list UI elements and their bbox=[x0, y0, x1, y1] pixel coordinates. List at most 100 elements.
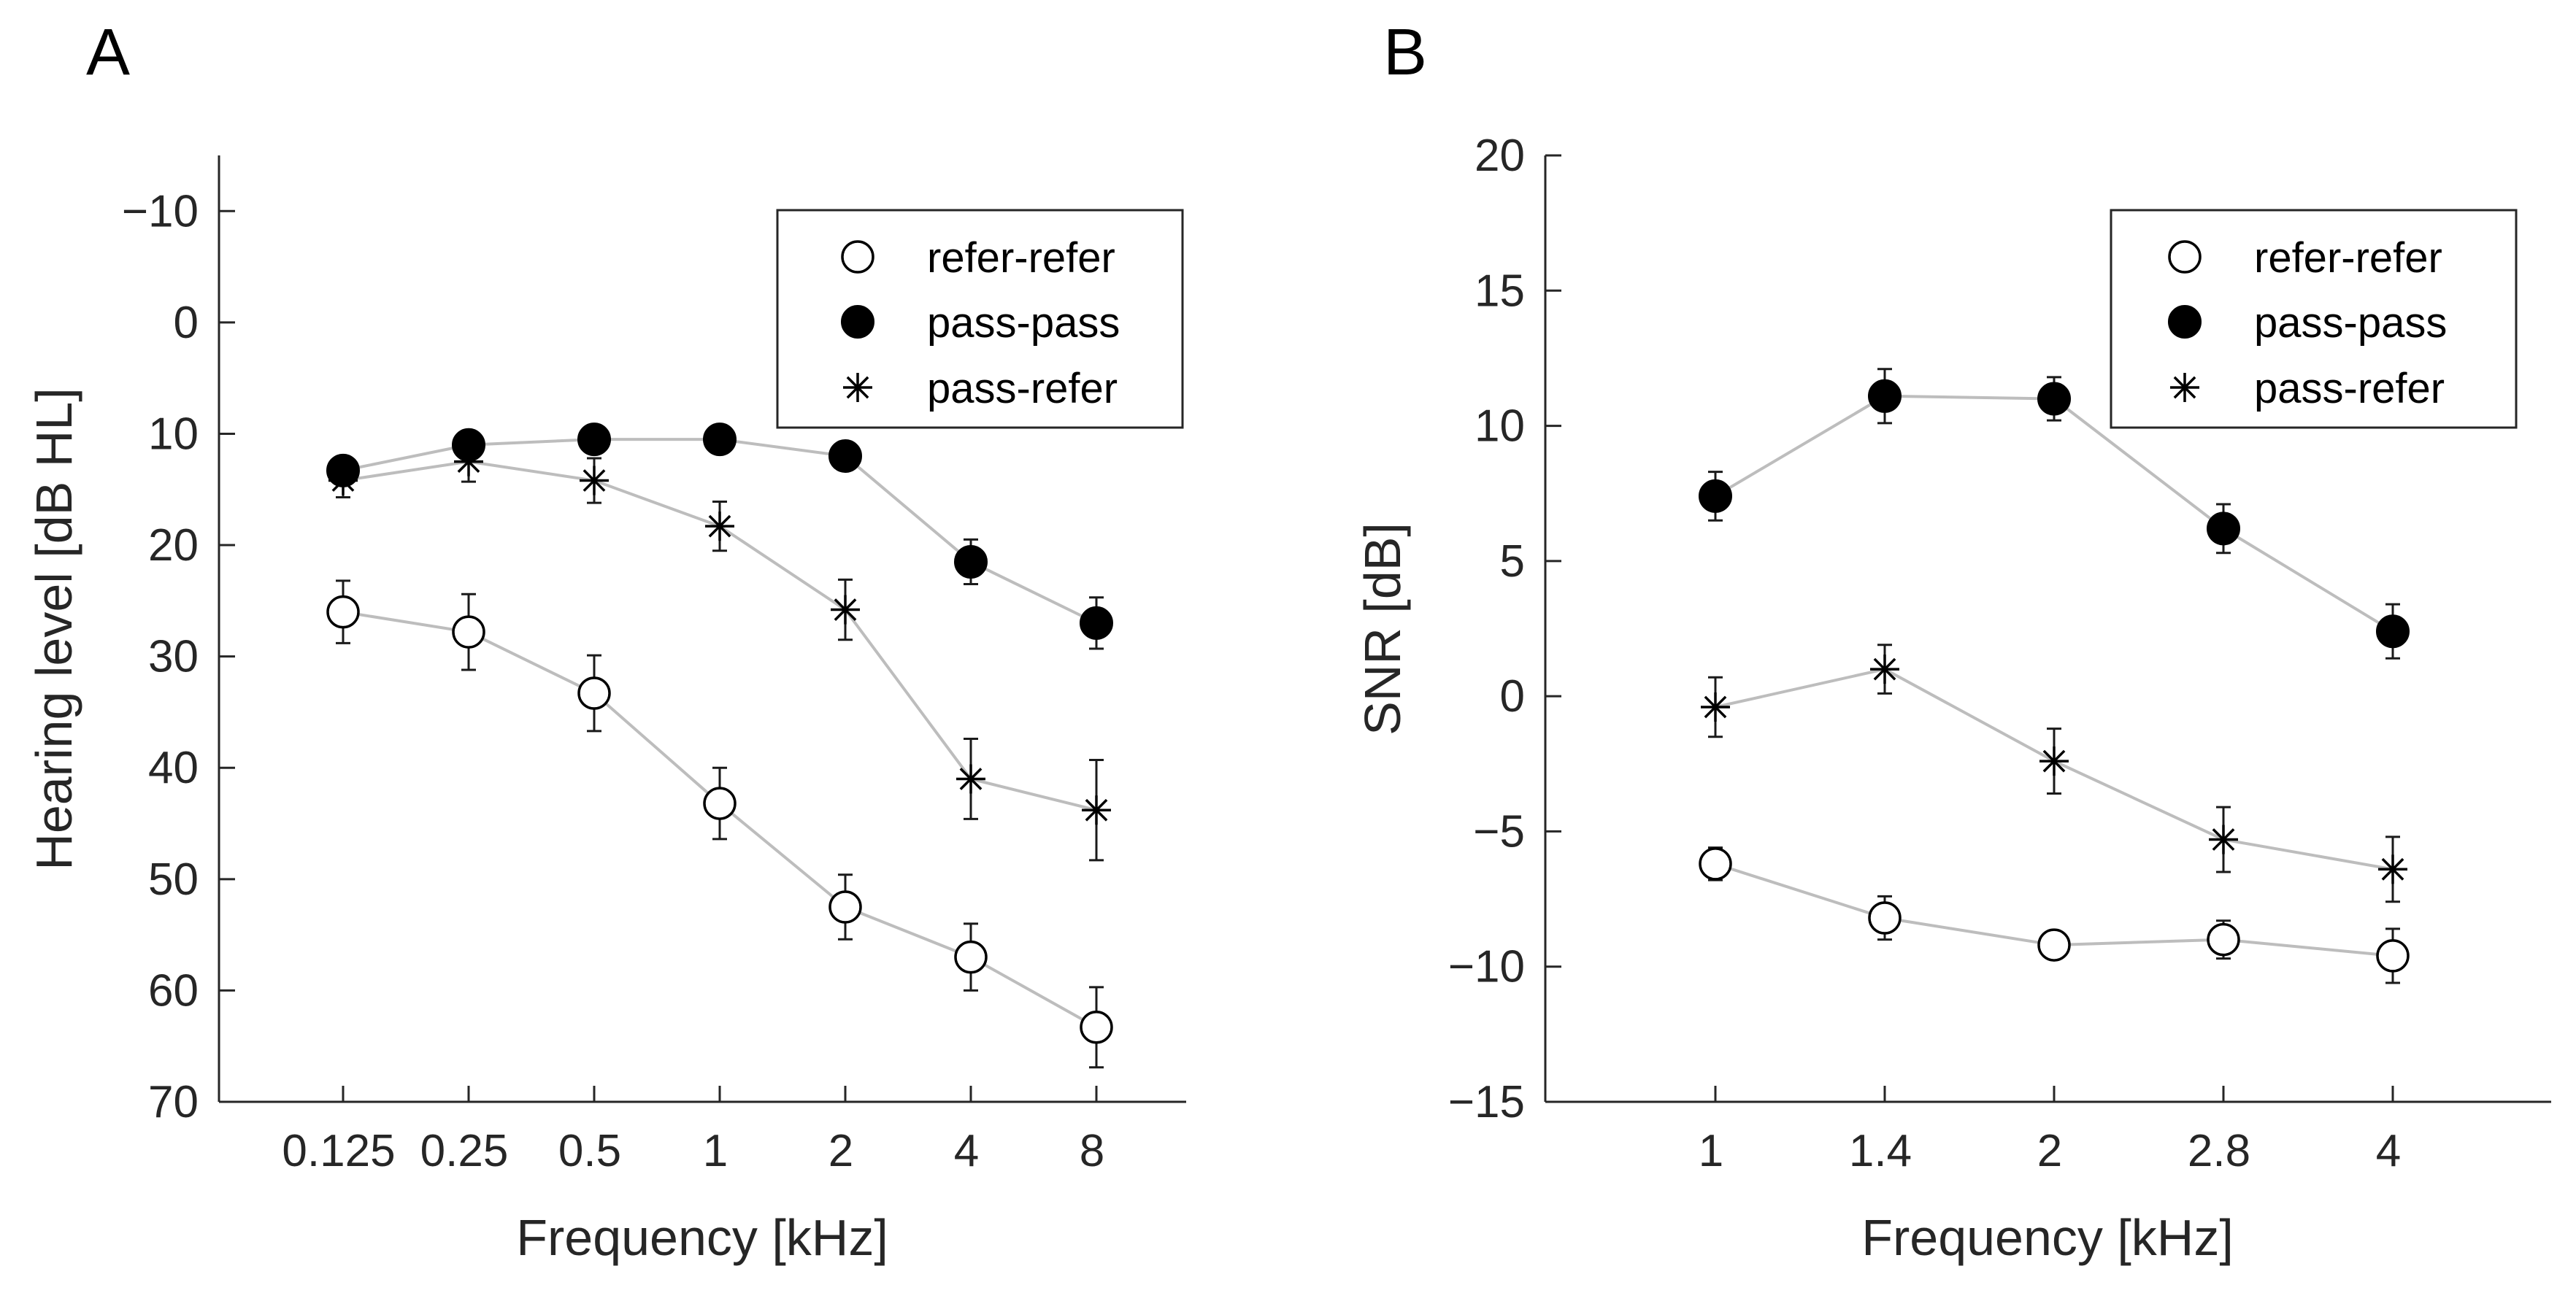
panel-a-pass-refer-point-stroke bbox=[331, 469, 355, 492]
panel-a-y-axis-label: Hearing level [dB HL] bbox=[26, 387, 82, 870]
panel-a-x-tick-label: 0.25 bbox=[420, 1126, 509, 1176]
panel-b-pass-pass-point bbox=[2207, 512, 2240, 546]
panel-b-legend-label-pass-pass: pass-pass bbox=[2254, 299, 2447, 347]
panel-a-pass-refer-point bbox=[705, 512, 734, 541]
panel-a-pass-refer-point-stroke bbox=[708, 514, 731, 538]
panel-a-legend-marker-pass-refer-stroke bbox=[846, 376, 869, 399]
panel-a-y-tick-label: 20 bbox=[148, 520, 199, 571]
panel-b-pass-refer-point bbox=[2378, 854, 2407, 884]
panel-b-pass-refer-point-stroke bbox=[2381, 857, 2404, 881]
panel-b-x-tick-label: 2 bbox=[2037, 1126, 2062, 1176]
panel-a: A −10 0 10 20 30 40 50 60 70 0.125 0.25 0.5 1 2 4 8 Fr… bbox=[26, 16, 1186, 1266]
panel-a-x-tick-label: 0.125 bbox=[282, 1126, 395, 1176]
panel-b-legend: refer-refer pass-pass pass-refer bbox=[2110, 209, 2518, 429]
panel-a-y-tick-label: 30 bbox=[148, 632, 199, 682]
panel-a-pass-refer-point bbox=[831, 595, 860, 625]
panel-b-refer-refer-point bbox=[2207, 922, 2240, 957]
panel-b-pass-refer-point-stroke bbox=[1704, 695, 1727, 719]
panel-a-refer-refer-point bbox=[828, 890, 862, 924]
panel-a-legend: refer-refer pass-pass pass-refer bbox=[776, 209, 1184, 429]
panel-b-legend-markers bbox=[2168, 240, 2202, 402]
panel-a-y-tick-label: −10 bbox=[122, 186, 199, 236]
panel-a-x-tick-label: 1 bbox=[703, 1126, 728, 1176]
panel-a-y-tick-label: 0 bbox=[174, 298, 199, 348]
panel-b-x-tick-label: 2.8 bbox=[2188, 1126, 2250, 1176]
panel-a-pass-refer-point bbox=[1082, 795, 1111, 825]
panel-a-y-tick-label: 10 bbox=[148, 409, 199, 459]
panel-a-pass-refer-point-stroke bbox=[457, 450, 480, 473]
panel-a-legend-marker-pass-pass bbox=[841, 305, 874, 339]
panel-b-legend-marker-refer-refer bbox=[2168, 240, 2202, 274]
panel-b-x-ticks: 1 1.4 2 2.8 4 bbox=[1699, 1086, 2401, 1176]
panel-a-legend-markers bbox=[841, 240, 874, 402]
panel-letter-a: A bbox=[86, 16, 130, 89]
panel-b-refer-refer-point bbox=[2376, 939, 2410, 973]
panel-a-pass-refer-point bbox=[328, 466, 358, 495]
panel-a-x-axis-label: Frequency [kHz] bbox=[516, 1209, 888, 1266]
panel-b-x-axis-label: Frequency [kHz] bbox=[1861, 1209, 2234, 1266]
panel-b-legend-label-pass-refer: pass-refer bbox=[2254, 365, 2445, 412]
panel-b-pass-refer-point-stroke bbox=[1873, 657, 1896, 681]
panel-a-pass-pass-point bbox=[1080, 606, 1113, 640]
panel-b-refer-refer-point bbox=[2037, 928, 2071, 962]
panel-a-pass-refer-point-stroke bbox=[583, 469, 606, 492]
panel-a-refer-refer-point bbox=[1080, 1011, 1113, 1044]
panel-a-legend-label-refer-refer: refer-refer bbox=[927, 234, 1115, 282]
panel-b-y-axis-label: SNR [dB] bbox=[1354, 522, 1411, 736]
panel-b-x-tick-label: 1.4 bbox=[1849, 1126, 1912, 1176]
panel-b-legend-marker-pass-pass bbox=[2168, 305, 2202, 339]
panel-b: B −15 −10 −5 0 5 10 15 20 1 1.4 2 2.8 4 Frequency [… bbox=[1354, 16, 2551, 1266]
panel-a-legend-label-pass-pass: pass-pass bbox=[927, 299, 1120, 347]
panel-b-pass-refer-point bbox=[2209, 825, 2238, 854]
panel-b-y-tick-label: −5 bbox=[1473, 806, 1525, 857]
panel-a-x-tick-label: 4 bbox=[954, 1126, 979, 1176]
panel-a-x-tick-label: 0.5 bbox=[558, 1126, 621, 1176]
panel-a-refer-refer-point bbox=[954, 940, 988, 974]
panel-b-legend-label-refer-refer: refer-refer bbox=[2254, 234, 2442, 282]
panel-a-pass-refer-point-stroke bbox=[834, 598, 857, 621]
panel-a-pass-refer-point-stroke bbox=[959, 768, 983, 790]
panel-b-legend-marker-pass-refer bbox=[2170, 373, 2199, 402]
panel-a-refer-refer-point bbox=[703, 787, 737, 820]
panel-b-legend-marker-pass-refer-stroke bbox=[2173, 376, 2196, 399]
panel-b-pass-pass-point bbox=[2376, 614, 2410, 649]
panel-a-pass-pass-point bbox=[703, 422, 737, 457]
panel-a-pass-refer-point-stroke bbox=[1085, 798, 1108, 822]
panel-b-pass-refer-point-stroke bbox=[2042, 749, 2066, 773]
panel-a-pass-pass-point bbox=[828, 439, 862, 473]
panel-b-x-tick-label: 4 bbox=[2376, 1126, 2401, 1176]
panel-a-y-tick-label: 40 bbox=[148, 743, 199, 793]
panel-b-y-tick-label: −15 bbox=[1448, 1077, 1525, 1127]
panel-a-x-tick-label: 2 bbox=[828, 1126, 853, 1176]
panel-a-x-tick-label: 8 bbox=[1080, 1126, 1104, 1176]
panel-b-pass-pass-point bbox=[2037, 382, 2071, 416]
panel-a-pass-refer-point bbox=[454, 447, 483, 476]
panel-a-y-tick-label: 70 bbox=[148, 1077, 199, 1127]
panel-letter-b: B bbox=[1383, 16, 1427, 89]
panel-a-x-ticks: 0.125 0.25 0.5 1 2 4 8 bbox=[282, 1086, 1104, 1176]
panel-a-pass-pass-point bbox=[954, 544, 988, 579]
panel-b-pass-pass-point bbox=[1699, 479, 1732, 513]
panel-b-y-tick-label: 20 bbox=[1475, 131, 1525, 181]
panel-b-pass-refer-point-stroke bbox=[2212, 828, 2235, 851]
panel-b-y-tick-label: 5 bbox=[1500, 536, 1525, 587]
panel-b-pass-pass-point bbox=[1868, 379, 1902, 413]
panel-b-refer-refer-point bbox=[1699, 847, 1732, 881]
panel-a-pass-pass-point bbox=[577, 422, 611, 457]
panel-a-pass-refer-point bbox=[956, 764, 985, 794]
panel-b-series bbox=[1699, 368, 2410, 984]
panel-b-pass-refer-point bbox=[1701, 692, 1730, 722]
panel-b-y-tick-label: −10 bbox=[1448, 942, 1525, 992]
panel-b-pass-refer-point bbox=[2039, 746, 2069, 776]
panel-b-y-tick-label: 10 bbox=[1475, 401, 1525, 452]
panel-b-pass-pass-line bbox=[1714, 394, 2394, 633]
panel-a-legend-label-pass-refer: pass-refer bbox=[927, 365, 1118, 412]
panel-a-series bbox=[326, 422, 1113, 1069]
panel-a-y-tick-label: 50 bbox=[148, 854, 199, 905]
panel-b-refer-refer-point bbox=[1868, 901, 1902, 935]
panel-b-y-ticks: −15 −10 −5 0 5 10 15 20 bbox=[1448, 131, 1561, 1127]
panel-a-legend-marker-refer-refer bbox=[841, 240, 874, 274]
panel-a-refer-refer-point bbox=[577, 676, 611, 710]
panel-a-refer-refer-point bbox=[326, 595, 360, 629]
